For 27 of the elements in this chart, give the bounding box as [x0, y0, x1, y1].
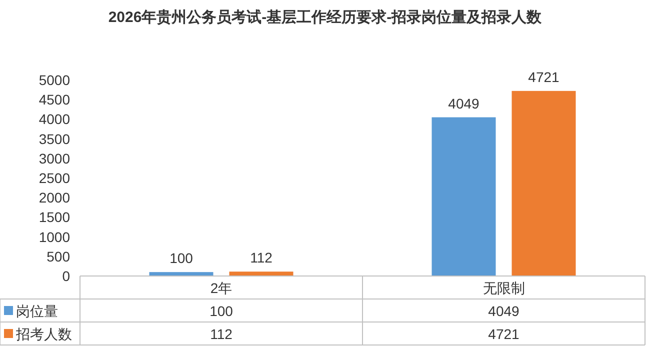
annotation: 112 — [250, 250, 273, 266]
y-tick-label: 500 — [46, 248, 70, 264]
data-label: 100 — [210, 303, 234, 319]
data-label: 112 — [210, 326, 233, 342]
chart-title: 2026年贵州公务员考试-基层工作经历要求-招录岗位量及招录人数 — [108, 9, 543, 26]
legend-label: 岗位量 — [16, 303, 58, 319]
legend-label: 招考人数 — [15, 326, 72, 342]
annotation: 4049 — [448, 95, 480, 112]
y-tick-label: 1000 — [38, 228, 70, 245]
y-tick-label: 2000 — [38, 190, 70, 206]
y-tick-label: 4500 — [38, 92, 70, 108]
annotation: 100 — [170, 250, 194, 266]
x-tick-label: 无限制 — [482, 280, 525, 296]
x-tick-label: 2年 — [210, 280, 232, 296]
y-tick-label: 4000 — [38, 111, 70, 128]
y-tick-label: 5000 — [38, 72, 70, 88]
bar — [229, 272, 294, 276]
y-tick-label: 0 — [62, 268, 70, 284]
bar — [432, 117, 496, 276]
annotation: 4721 — [528, 68, 560, 85]
data-label: 4049 — [488, 303, 520, 319]
y-tick-label: 1500 — [38, 209, 70, 226]
bar — [512, 90, 576, 276]
data-label: 4721 — [488, 326, 520, 342]
y-tick-label: 3000 — [38, 150, 70, 166]
y-tick-label: 3500 — [38, 130, 70, 147]
y-tick-label: 2500 — [38, 170, 70, 186]
